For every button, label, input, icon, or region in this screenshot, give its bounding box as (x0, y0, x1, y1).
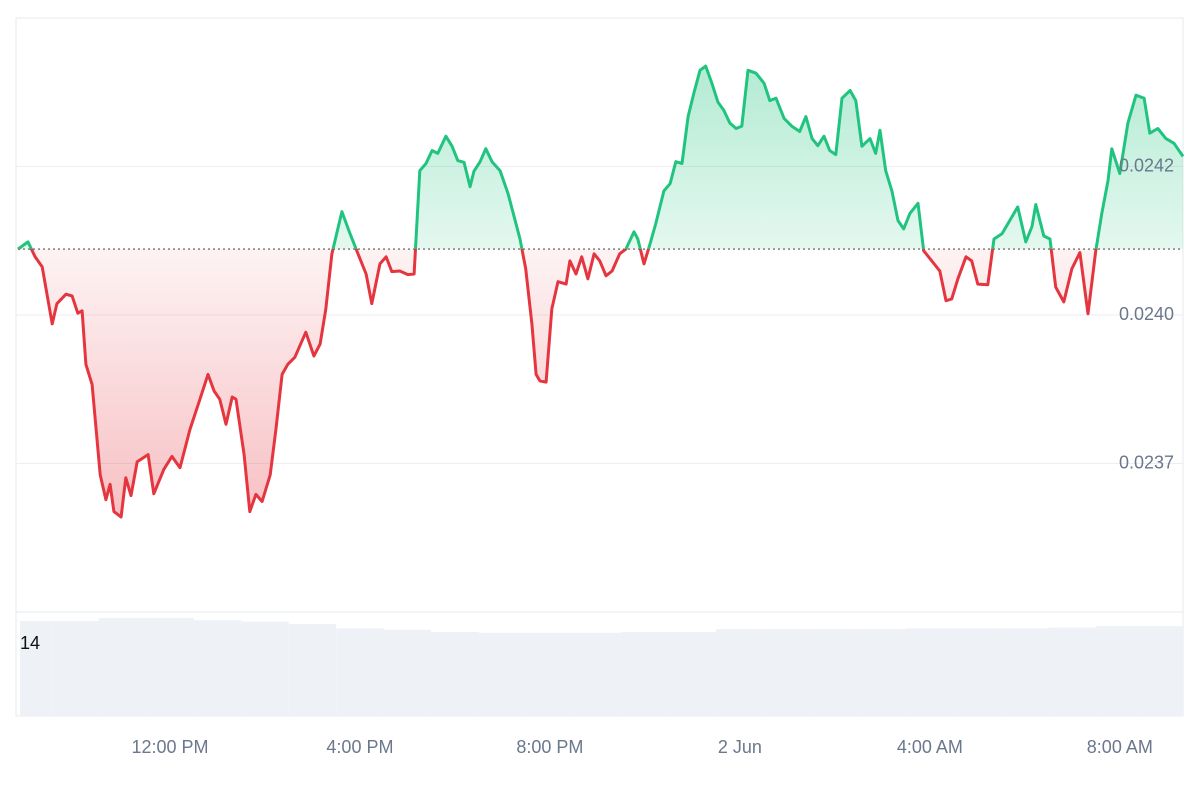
volume-bar (668, 632, 717, 716)
price-area (18, 66, 1183, 517)
volume-bar (953, 628, 1002, 716)
x-tick-label: 8:00 PM (516, 737, 583, 757)
x-tick-label: 4:00 AM (897, 737, 963, 757)
volume-tick-label: 14 (20, 633, 40, 653)
volume-bar (146, 617, 194, 716)
volume-bar (811, 629, 859, 716)
volume-bar (573, 632, 622, 716)
x-tick-label: 4:00 PM (326, 737, 393, 757)
y-tick-label: 0.0242 (1119, 155, 1174, 175)
volume-bar (288, 623, 337, 716)
volume-bar (1048, 627, 1097, 716)
volume-bar (1001, 628, 1049, 716)
x-tick-label: 2 Jun (718, 737, 762, 757)
volume-bar (526, 632, 574, 716)
volume-bar (336, 628, 384, 716)
volume-bar (478, 632, 527, 716)
volume-bar (383, 629, 432, 716)
volume-bar (621, 632, 669, 716)
volume-bar (906, 628, 954, 716)
x-tick-label: 8:00 AM (1087, 737, 1153, 757)
volume-bar (1096, 626, 1144, 716)
volume-bar (763, 629, 812, 716)
volume-bar (241, 621, 289, 716)
volume-bar (431, 632, 479, 716)
price-line (17, 64, 1185, 519)
y-tick-label: 0.0237 (1119, 452, 1174, 472)
volume-bar (716, 629, 764, 716)
x-tick-label: 12:00 PM (131, 737, 208, 757)
volume-bar (1143, 626, 1183, 716)
volume-bar (20, 620, 52, 716)
volume-bar (858, 629, 907, 716)
y-tick-label: 0.0240 (1119, 304, 1174, 324)
volume-bar (193, 620, 242, 716)
volume-bar (51, 620, 99, 716)
volume-bar (98, 617, 147, 716)
